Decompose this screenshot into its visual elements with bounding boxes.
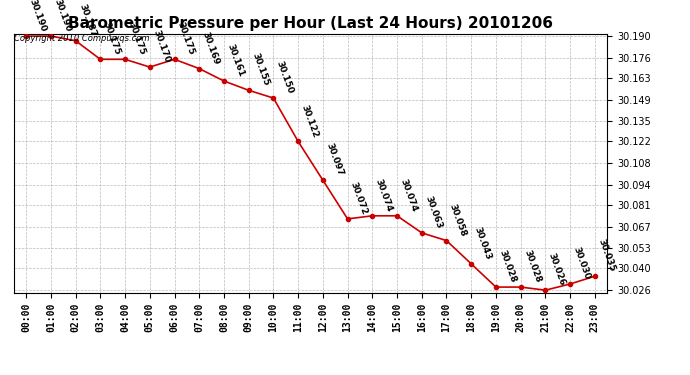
Text: 30.043: 30.043 bbox=[473, 225, 493, 261]
Text: 30.028: 30.028 bbox=[497, 249, 518, 284]
Text: 30.097: 30.097 bbox=[324, 142, 344, 177]
Text: 30.169: 30.169 bbox=[201, 30, 221, 66]
Text: 30.074: 30.074 bbox=[374, 177, 394, 213]
Text: 30.187: 30.187 bbox=[77, 2, 97, 38]
Text: 30.030: 30.030 bbox=[571, 246, 591, 281]
Text: 30.175: 30.175 bbox=[126, 21, 147, 57]
Text: 30.190: 30.190 bbox=[28, 0, 48, 33]
Text: 30.175: 30.175 bbox=[176, 21, 196, 57]
Text: 30.074: 30.074 bbox=[398, 177, 419, 213]
Text: 30.122: 30.122 bbox=[299, 103, 319, 139]
Text: Copyright 2010 Compuniqs.com: Copyright 2010 Compuniqs.com bbox=[14, 34, 149, 43]
Text: 30.035: 30.035 bbox=[596, 238, 616, 273]
Text: 30.026: 30.026 bbox=[546, 252, 567, 287]
Text: 30.175: 30.175 bbox=[101, 21, 122, 57]
Text: 30.161: 30.161 bbox=[226, 43, 246, 78]
Text: 30.150: 30.150 bbox=[275, 60, 295, 95]
Text: 30.190: 30.190 bbox=[52, 0, 72, 33]
Text: 30.155: 30.155 bbox=[250, 52, 270, 87]
Text: 30.058: 30.058 bbox=[448, 202, 468, 238]
Text: 30.170: 30.170 bbox=[151, 29, 171, 64]
Text: 30.072: 30.072 bbox=[349, 181, 369, 216]
Text: 30.063: 30.063 bbox=[423, 195, 444, 230]
Text: 30.028: 30.028 bbox=[522, 249, 542, 284]
Title: Barometric Pressure per Hour (Last 24 Hours) 20101206: Barometric Pressure per Hour (Last 24 Ho… bbox=[68, 16, 553, 31]
